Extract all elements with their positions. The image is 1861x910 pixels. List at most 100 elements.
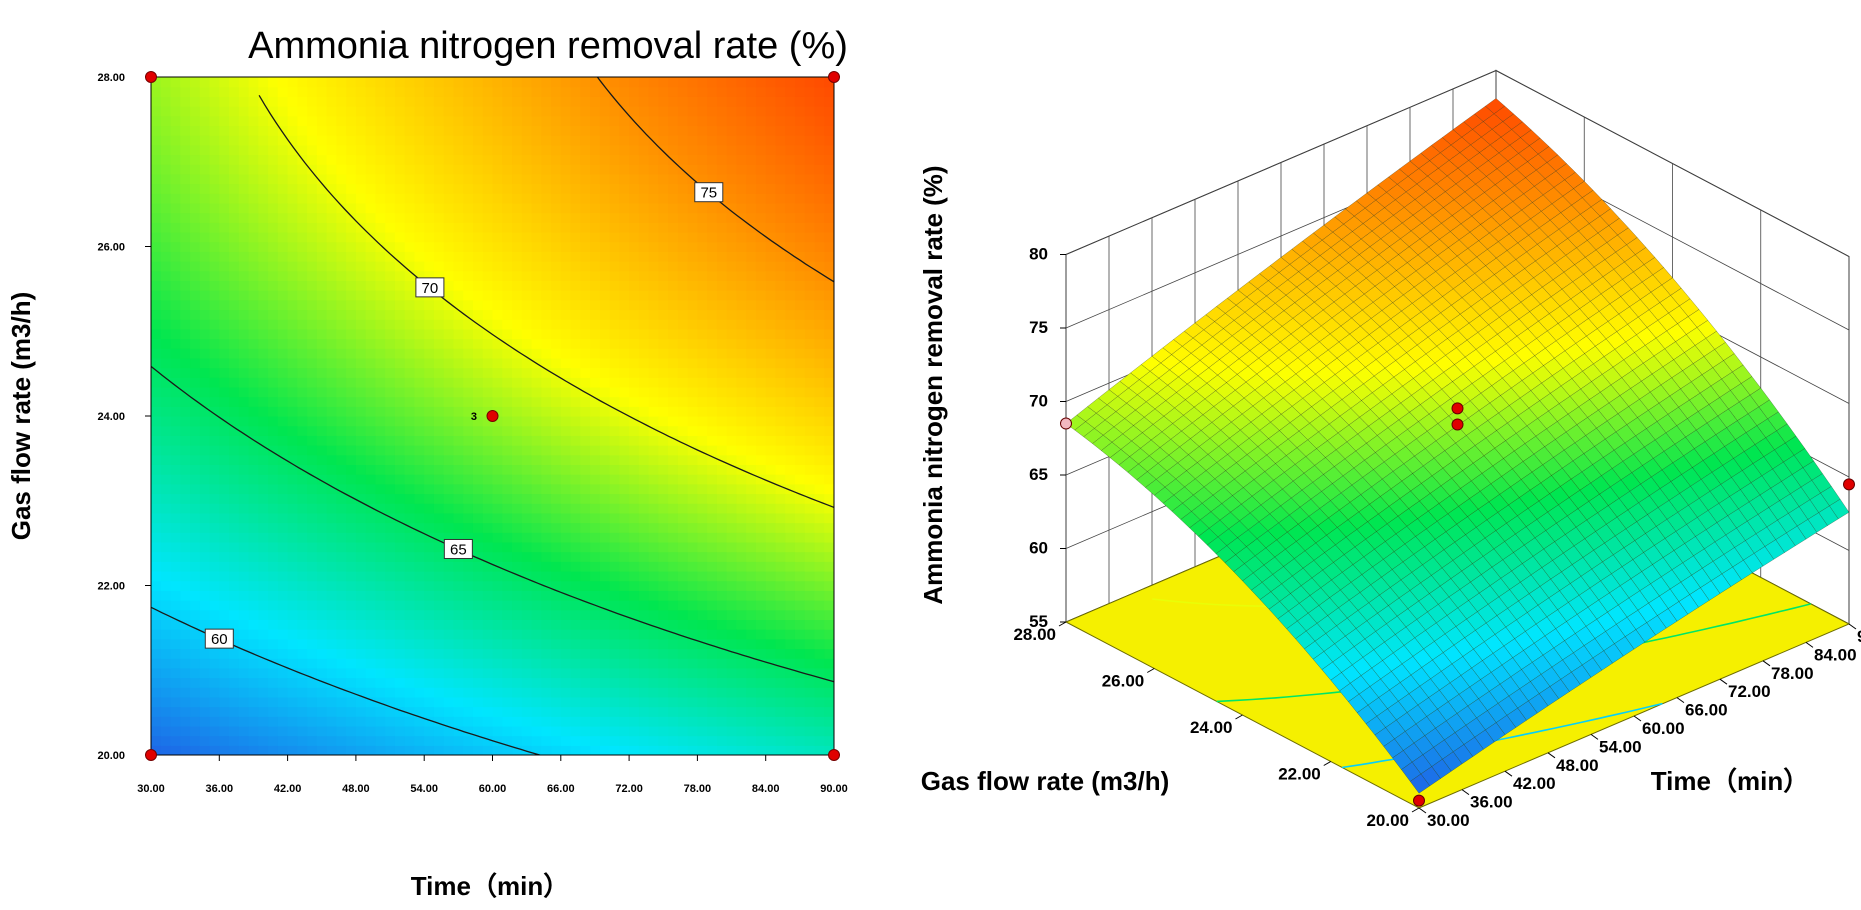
- heatmap-cell: [560, 619, 572, 630]
- heatmap-cell: [180, 367, 191, 378]
- heatmap-cell: [668, 590, 679, 601]
- heatmap-cell: [277, 270, 289, 281]
- heatmap-cell: [648, 532, 659, 543]
- heatmap-cell: [258, 357, 269, 369]
- heatmap-cell: [736, 551, 747, 562]
- heatmap-cell: [580, 503, 591, 514]
- heatmap-cell: [824, 561, 834, 572]
- heatmap-cell: [316, 348, 328, 359]
- heatmap-cell: [658, 570, 669, 582]
- heatmap-cell: [599, 619, 611, 630]
- heatmap-cell: [433, 338, 445, 349]
- heatmap-cell: [190, 706, 201, 717]
- heatmap-cell: [482, 667, 494, 679]
- heatmap-cell: [765, 251, 777, 262]
- heatmap-cell: [629, 541, 640, 553]
- heatmap-cell: [755, 231, 767, 243]
- heatmap-cell: [258, 231, 269, 243]
- x-tick-label: 84.00: [752, 783, 780, 795]
- heatmap-cell: [541, 125, 552, 136]
- heatmap-cell: [463, 667, 474, 679]
- heatmap-cell: [209, 561, 220, 572]
- heatmap-cell: [404, 270, 416, 281]
- heatmap-cell: [521, 696, 533, 708]
- heatmap-cell: [765, 125, 777, 136]
- heatmap-cell: [394, 425, 406, 436]
- heatmap-cell: [677, 386, 689, 398]
- heatmap-cell: [394, 106, 406, 117]
- heatmap-cell: [160, 319, 172, 330]
- heatmap-cell: [590, 425, 601, 436]
- heatmap-cell: [190, 716, 201, 727]
- heatmap-cell: [453, 474, 464, 485]
- heatmap-cell: [619, 386, 630, 398]
- heatmap-cell: [697, 164, 708, 175]
- heatmap-cell: [580, 638, 591, 650]
- heatmap-cell: [414, 77, 425, 88]
- heatmap-cell: [248, 696, 259, 708]
- x-tick-label: 48.00: [342, 783, 370, 795]
- heatmap-cell: [375, 290, 386, 301]
- heatmap-cell: [151, 706, 162, 717]
- heatmap-cell: [492, 193, 503, 204]
- heatmap-cell: [531, 290, 542, 301]
- heatmap-cell: [560, 716, 572, 727]
- heatmap-cell: [414, 183, 425, 194]
- heatmap-cell: [658, 231, 669, 243]
- heatmap-cell: [765, 183, 777, 194]
- heatmap-cell: [599, 464, 611, 475]
- heatmap-cell: [326, 348, 337, 359]
- heatmap-cell: [248, 580, 259, 591]
- heatmap-cell: [433, 319, 445, 330]
- heatmap-cell: [590, 725, 601, 737]
- heatmap-cell: [687, 270, 698, 281]
- heatmap-cell: [677, 609, 689, 620]
- heatmap-cell: [590, 735, 601, 746]
- heatmap-cell: [238, 590, 250, 601]
- heatmap-cell: [609, 561, 620, 572]
- heatmap-cell: [443, 619, 455, 630]
- heatmap-cell: [160, 231, 172, 243]
- heatmap-cell: [551, 580, 562, 591]
- heatmap-cell: [746, 270, 757, 281]
- heatmap-cell: [433, 648, 445, 659]
- heatmap-cell: [658, 638, 669, 650]
- heatmap-cell: [736, 86, 747, 97]
- heatmap-cell: [160, 202, 172, 214]
- heatmap-cell: [160, 416, 172, 427]
- heatmap-cell: [355, 212, 367, 223]
- heatmap-cell: [590, 357, 601, 369]
- heatmap-cell: [599, 241, 611, 252]
- heatmap-cell: [609, 222, 620, 233]
- heatmap-cell: [170, 658, 181, 669]
- heatmap-cell: [453, 619, 464, 630]
- heatmap-cell: [463, 735, 474, 746]
- heatmap-cell: [824, 435, 834, 446]
- heatmap-cell: [453, 677, 464, 688]
- heatmap-cell: [355, 202, 367, 214]
- heatmap-cell: [560, 725, 572, 737]
- heatmap-cell: [609, 667, 620, 679]
- heatmap-cell: [385, 299, 396, 311]
- heatmap-cell: [599, 367, 611, 378]
- heatmap-cell: [755, 609, 767, 620]
- heatmap-cell: [824, 735, 834, 746]
- heatmap-cell: [472, 474, 484, 485]
- heatmap-cell: [736, 745, 747, 755]
- heatmap-cell: [814, 474, 825, 485]
- heatmap-cell: [151, 193, 162, 204]
- heatmap-cell: [443, 706, 455, 717]
- heatmap-cell: [229, 377, 240, 388]
- heatmap-cell: [268, 706, 279, 717]
- heatmap-cell: [151, 474, 162, 485]
- heatmap-cell: [824, 309, 834, 320]
- heatmap-cell: [229, 580, 240, 591]
- heatmap-cell: [492, 512, 503, 524]
- heatmap-cell: [443, 503, 455, 514]
- heatmap-cell: [160, 96, 172, 107]
- heatmap-cell: [785, 648, 796, 659]
- heatmap-cell: [638, 561, 650, 572]
- heatmap-cell: [346, 222, 357, 233]
- heatmap-cell: [414, 590, 425, 601]
- heatmap-cell: [619, 290, 630, 301]
